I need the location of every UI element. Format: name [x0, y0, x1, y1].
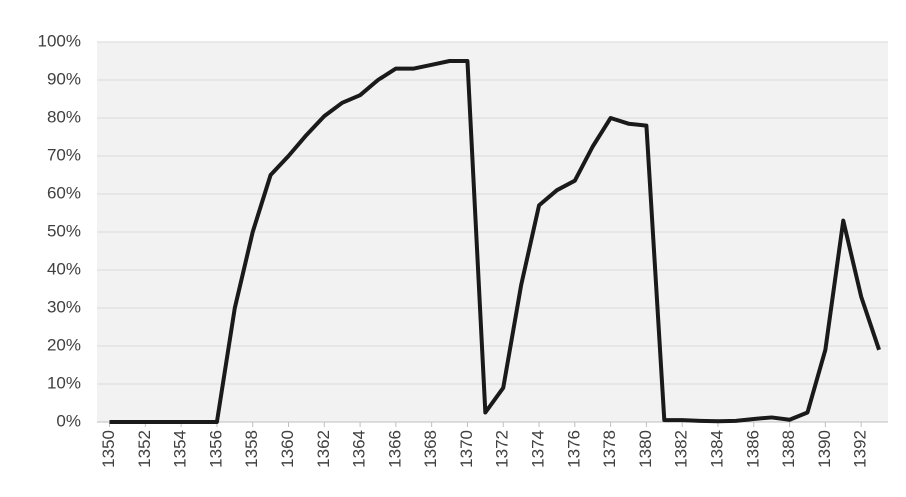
- y-tick-label: 20%: [47, 335, 81, 354]
- data-line: [109, 59, 881, 424]
- x-tick-label: 1388: [779, 430, 798, 468]
- y-tick-label: 40%: [47, 259, 81, 278]
- x-tick-label: 1354: [171, 430, 190, 468]
- y-tick-label: 90%: [47, 69, 81, 88]
- x-tick-label: 1350: [99, 430, 118, 468]
- x-tick-label: 1352: [135, 430, 154, 468]
- y-tick-label: 60%: [47, 183, 81, 202]
- x-tick-label: 1392: [851, 430, 870, 468]
- x-tick-label: 1382: [672, 430, 691, 468]
- x-tick-label: 1370: [457, 430, 476, 468]
- x-tick-label: 1364: [350, 430, 369, 468]
- x-tick-label: 1366: [385, 430, 404, 468]
- x-tick-label: 1384: [707, 430, 726, 468]
- x-tick-label: 1368: [421, 430, 440, 468]
- x-tick-label: 1378: [600, 430, 619, 468]
- x-tick-label: 1360: [278, 430, 297, 468]
- x-tick-label: 1386: [743, 430, 762, 468]
- x-tick-label: 1372: [493, 430, 512, 468]
- y-tick-label: 10%: [47, 373, 81, 392]
- x-tick-label: 1358: [242, 430, 261, 468]
- y-tick-label: 100%: [38, 31, 81, 50]
- y-tick-label: 80%: [47, 107, 81, 126]
- y-tick-label: 50%: [47, 221, 81, 240]
- y-tick-label: 70%: [47, 145, 81, 164]
- x-tick-label: 1362: [314, 430, 333, 468]
- x-tick-label: 1380: [636, 430, 655, 468]
- x-tick-label: 1390: [815, 430, 834, 468]
- y-tick-label: 0%: [56, 411, 81, 430]
- y-tick-label: 30%: [47, 297, 81, 316]
- x-tick-label: 1374: [529, 430, 548, 468]
- x-tick-label: 1356: [206, 430, 225, 468]
- x-tick-label: 1376: [564, 430, 583, 468]
